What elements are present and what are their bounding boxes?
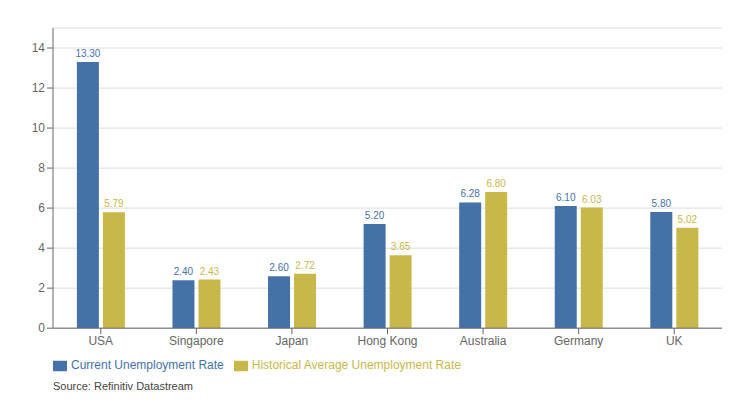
svg-text:10: 10: [32, 121, 46, 135]
svg-text:USA: USA: [88, 334, 113, 348]
svg-text:0: 0: [38, 321, 45, 335]
svg-text:2: 2: [38, 281, 45, 295]
svg-text:5.02: 5.02: [678, 214, 698, 225]
svg-text:5.79: 5.79: [104, 198, 124, 209]
svg-text:2.72: 2.72: [295, 260, 315, 271]
svg-text:6.80: 6.80: [486, 178, 506, 189]
html-text:Source: Refinitiv Datastream: Source: Refinitiv Datastream: [53, 380, 193, 392]
svg-text:3.65: 3.65: [391, 241, 411, 252]
svg-text:13.30: 13.30: [75, 48, 100, 59]
svg-text:4: 4: [38, 241, 45, 255]
html-text:Historical Average Unemploymen: Historical Average Unemployment Rate: [251, 358, 461, 373]
svg-text:6.28: 6.28: [460, 188, 480, 199]
svg-text:Singapore: Singapore: [169, 334, 224, 348]
svg-text:Hong Kong: Hong Kong: [357, 334, 417, 348]
svg-text:5.20: 5.20: [365, 210, 385, 221]
svg-text:Japan: Japan: [276, 334, 309, 348]
svg-text:6: 6: [38, 201, 45, 215]
html-text:Current Unemployment Rate: Current Unemployment Rate: [71, 358, 224, 373]
svg-text:5.80: 5.80: [652, 198, 672, 209]
svg-text:12: 12: [32, 81, 46, 95]
svg-text:2.43: 2.43: [200, 266, 220, 277]
svg-text:Australia: Australia: [460, 334, 507, 348]
svg-text:2.60: 2.60: [269, 262, 289, 273]
svg-text:Germany: Germany: [554, 334, 603, 348]
svg-text:6.03: 6.03: [582, 194, 602, 205]
svg-text:UK: UK: [666, 334, 683, 348]
svg-text:8: 8: [38, 161, 45, 175]
svg-text:14: 14: [32, 41, 46, 55]
svg-text:6.10: 6.10: [556, 192, 576, 203]
svg-text:2.40: 2.40: [174, 266, 194, 277]
